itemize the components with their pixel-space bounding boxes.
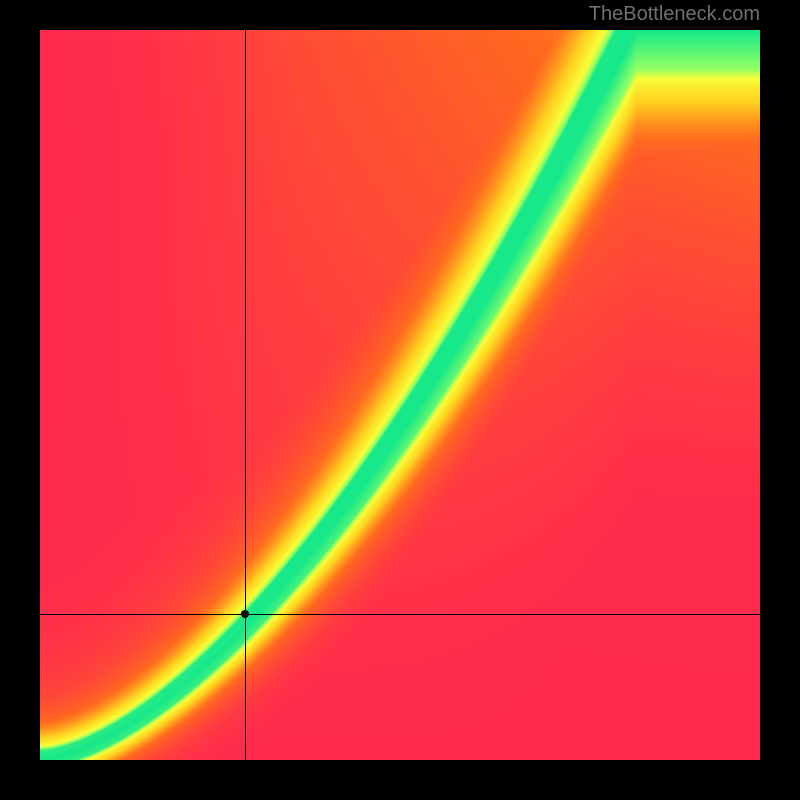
heatmap-canvas xyxy=(40,30,760,760)
heatmap-plot xyxy=(40,30,760,760)
watermark-text: TheBottleneck.com xyxy=(589,3,760,26)
crosshair-vertical xyxy=(245,30,246,760)
crosshair-marker xyxy=(241,610,249,618)
crosshair-horizontal xyxy=(40,614,760,615)
